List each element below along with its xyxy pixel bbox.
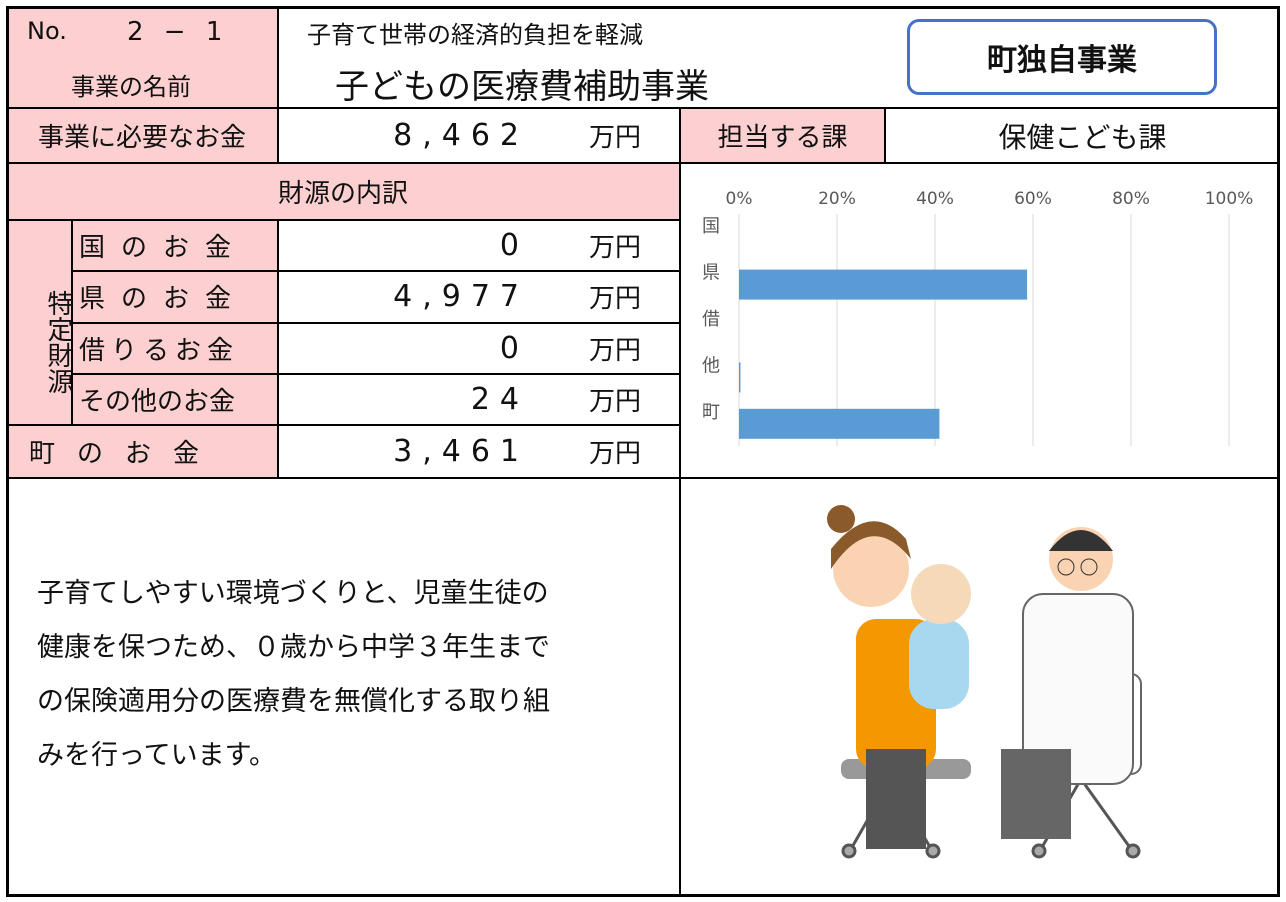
title: 子どもの医療費補助事業 (335, 59, 709, 108)
no-cell: No. 2 − 1 事業の名前 (6, 6, 278, 108)
town-unit: 万円 (589, 433, 641, 470)
row-cell: 0 万円 (278, 323, 680, 374)
x-tick-label: 20% (818, 189, 856, 209)
row-cell: 0 万円 (278, 220, 680, 271)
x-tick-label: 40% (916, 189, 954, 209)
chart-cell: 0% 20% 40% 60% 80% 100% 国県借他町 (680, 163, 1280, 478)
x-tick-label: 60% (1014, 189, 1052, 209)
y-tick-label: 借 (702, 309, 720, 330)
row-unit: 万円 (589, 330, 641, 367)
description-line: みを行っています。 (37, 729, 550, 783)
x-tick-label: 80% (1112, 189, 1150, 209)
row-label: 県のお金 (72, 271, 278, 322)
bar (739, 270, 1027, 300)
row-label: 借りるお金 (72, 323, 278, 374)
title-cell: 子育て世帯の経済的負担を軽減 子どもの医療費補助事業 町独自事業 (278, 6, 1280, 108)
department: 保健こども課 (885, 108, 1280, 163)
name-label: 事業の名前 (71, 67, 191, 102)
cost-cell: 8,462 万円 (278, 108, 680, 163)
illustration (681, 479, 1278, 895)
row-value: 4,977 (393, 279, 529, 314)
bar (739, 409, 939, 439)
town-value: 3,461 (393, 434, 529, 469)
row-unit: 万円 (589, 227, 641, 264)
y-tick-label: 県 (702, 263, 720, 284)
description-line: 子育てしやすい環境づくりと、児童生徒の (37, 567, 550, 621)
cost-unit: 万円 (589, 117, 641, 154)
y-tick-label: 町 (702, 402, 720, 423)
row-value: 24 (471, 382, 529, 417)
y-tick-label: 他 (702, 355, 720, 376)
town-cell: 3,461 万円 (278, 425, 680, 478)
row-value: 0 (500, 228, 529, 263)
row-label: 国のお金 (72, 220, 278, 271)
town-label: 町のお金 (6, 425, 278, 478)
page: No. 2 − 1 事業の名前 子育て世帯の経済的負担を軽減 子どもの医療費補助… (0, 0, 1286, 899)
row-cell: 24 万円 (278, 374, 680, 425)
description-cell: 子育てしやすい環境づくりと、児童生徒の健康を保つため、０歳から中学３年生までの保… (6, 478, 680, 897)
badge: 町独自事業 (907, 19, 1217, 95)
description-line: の保険適用分の医療費を無償化する取り組 (37, 675, 550, 729)
row-unit: 万円 (589, 381, 641, 418)
no: 2 − 1 (127, 17, 228, 47)
subtitle: 子育て世帯の経済的負担を軽減 (307, 15, 643, 50)
row-value: 0 (500, 331, 529, 366)
bar (739, 362, 740, 392)
description: 子育てしやすい環境づくりと、児童生徒の健康を保つため、０歳から中学３年生までの保… (37, 567, 550, 783)
row-label: その他のお金 (72, 374, 278, 425)
cost-label: 事業に必要なお金 (6, 108, 278, 163)
y-tick-label: 国 (702, 216, 720, 237)
x-tick-label: 100% (1205, 189, 1254, 209)
funding-title: 財源の内訳 (6, 163, 680, 220)
row-cell: 4,977 万円 (278, 271, 680, 322)
department-label: 担当する課 (680, 108, 885, 163)
row-unit: 万円 (589, 278, 641, 315)
x-tick-label: 0% (726, 189, 753, 209)
description-line: 健康を保つため、０歳から中学３年生まで (37, 621, 550, 675)
cost-value: 8,462 (393, 118, 529, 153)
illustration-cell (680, 478, 1280, 897)
no-label: No. (27, 17, 67, 45)
specific-label: 特定財源 (6, 220, 72, 425)
